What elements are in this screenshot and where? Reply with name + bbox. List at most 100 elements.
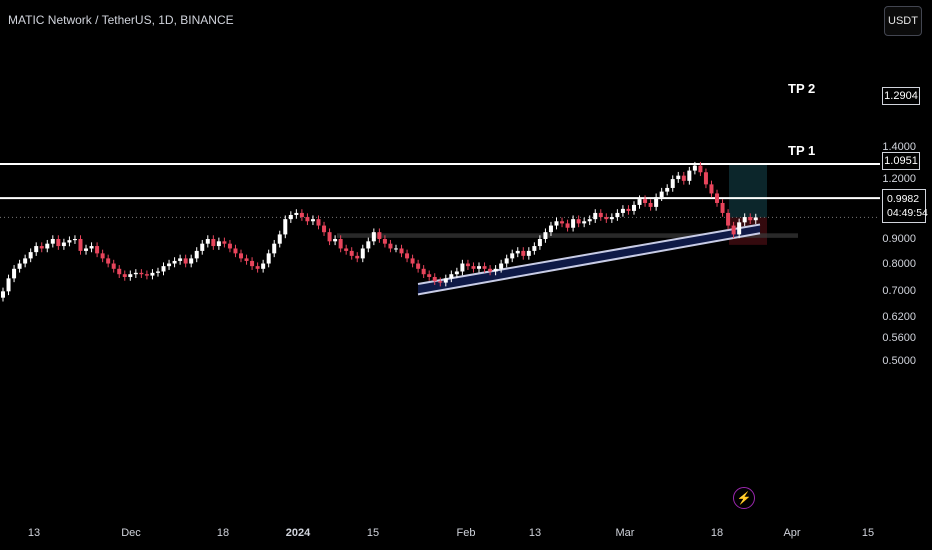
- candle: [128, 274, 133, 277]
- candle: [454, 271, 459, 275]
- candle: [609, 217, 614, 220]
- candle: [78, 239, 83, 251]
- date-tick: 13: [528, 527, 542, 539]
- date-tick: Dec: [121, 527, 141, 539]
- candle: [532, 246, 537, 251]
- candle: [526, 250, 531, 256]
- candle: [665, 187, 670, 192]
- candle: [576, 219, 581, 224]
- candle: [95, 246, 100, 254]
- candle: [111, 263, 116, 269]
- candle: [521, 250, 526, 256]
- candle: [56, 239, 61, 247]
- currency-button[interactable]: USDT: [884, 6, 922, 36]
- price-tick: 0.9000: [882, 233, 916, 245]
- candle: [560, 221, 565, 224]
- date-tick: 15: [366, 527, 380, 539]
- candle: [692, 165, 697, 171]
- price-tick: 1.2000: [882, 173, 916, 186]
- candle: [410, 258, 415, 264]
- candle: [155, 271, 160, 273]
- candle: [726, 212, 731, 226]
- date-tick: 13: [27, 527, 41, 539]
- candle: [659, 191, 664, 198]
- lightning-icon[interactable]: ⚡: [733, 487, 755, 509]
- candle: [698, 165, 703, 173]
- price-tick: 0.7000: [882, 285, 916, 298]
- candle: [327, 232, 332, 242]
- candle: [39, 246, 44, 249]
- candle: [681, 175, 686, 181]
- candle: [571, 219, 576, 228]
- tp2-price-tag: 1.2904: [882, 87, 920, 105]
- candle: [676, 175, 681, 180]
- candle: [34, 246, 39, 253]
- channel-upper-line: [417, 223, 761, 286]
- candle: [117, 268, 122, 275]
- candle: [89, 246, 94, 249]
- candle: [272, 243, 277, 254]
- candle: [371, 232, 376, 242]
- candle: [631, 204, 636, 211]
- candle: [637, 199, 642, 205]
- candle: [709, 184, 714, 194]
- date-tick: Mar: [615, 527, 635, 539]
- candle: [45, 243, 50, 249]
- candle: [239, 253, 244, 259]
- candle: [344, 248, 349, 251]
- candle: [416, 263, 421, 269]
- candle: [593, 212, 598, 220]
- candle: [477, 266, 482, 269]
- candle: [250, 260, 255, 267]
- candle: [227, 243, 232, 249]
- date-tick: Apr: [783, 527, 801, 539]
- candle: [438, 281, 443, 283]
- candle: [310, 219, 315, 222]
- candle: [266, 253, 271, 264]
- candle: [67, 240, 72, 243]
- last-price-value: 0.9982: [887, 193, 920, 205]
- candle: [465, 263, 470, 267]
- candle: [382, 239, 387, 244]
- candle: [565, 223, 570, 228]
- candle: [504, 258, 509, 264]
- candle: [72, 239, 77, 241]
- last-price-tag: 0.9982 04:49:54: [882, 189, 928, 223]
- candle: [194, 250, 199, 259]
- candle: [366, 241, 371, 249]
- candle: [261, 263, 266, 269]
- candle: [582, 221, 587, 224]
- tp2-label: TP 2: [788, 81, 816, 96]
- candle: [626, 208, 631, 211]
- price-tick: 0.6200: [882, 310, 916, 323]
- candle: [488, 268, 493, 272]
- price-tick: 1.4000: [882, 140, 916, 153]
- candle: [737, 222, 742, 235]
- candle: [388, 243, 393, 249]
- candle: [587, 219, 592, 222]
- candle: [720, 202, 725, 213]
- candle: [742, 217, 747, 223]
- price-tick: 0.5000: [882, 355, 916, 368]
- candle: [377, 232, 382, 239]
- candle: [648, 202, 653, 207]
- candle: [183, 258, 188, 264]
- candle: [222, 241, 227, 244]
- candle: [670, 179, 675, 188]
- date-tick: 18: [216, 527, 230, 539]
- candle: [84, 248, 89, 251]
- candle: [427, 274, 432, 277]
- candle: [12, 268, 17, 279]
- candle: [305, 217, 310, 222]
- candle: [316, 219, 321, 226]
- candle: [200, 243, 205, 251]
- candle: [294, 212, 299, 215]
- candle: [399, 248, 404, 254]
- chart-title: MATIC Network / TetherUS, 1D, BINANCE: [8, 13, 234, 27]
- candle: [23, 258, 28, 264]
- candle: [100, 253, 105, 259]
- candle: [172, 260, 177, 264]
- candle: [482, 266, 487, 269]
- candle: [393, 248, 398, 250]
